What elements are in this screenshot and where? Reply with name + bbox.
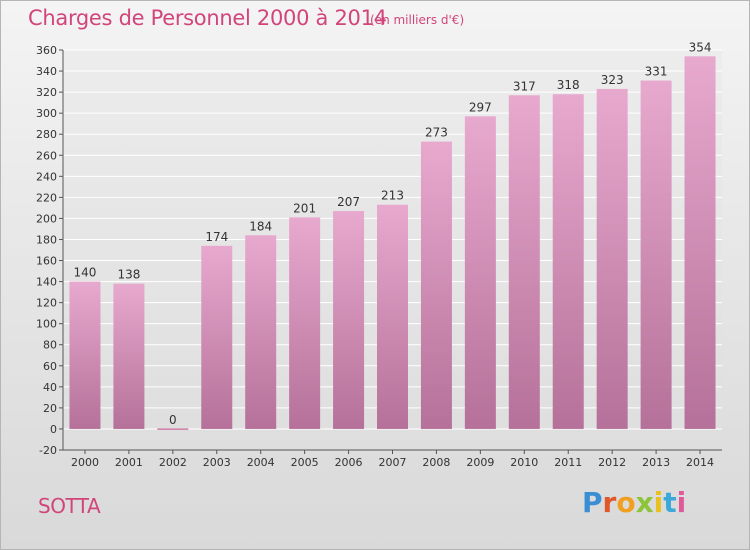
y-tick-label: 180: [36, 233, 57, 246]
value-labels: 140 138 0 174 184 201 207 213 273 297 317 318 323 331…: [74, 40, 712, 427]
x-tick-label: 2002: [159, 456, 187, 469]
value-label: 184: [249, 219, 272, 233]
bar: [596, 88, 628, 429]
value-label: 318: [557, 78, 580, 92]
x-tick-label: 2012: [598, 456, 626, 469]
x-tick-labels: 2000 2001 2002 2003 2004 2005 2006 2007 2008 2009…: [71, 456, 714, 469]
chart-subtitle: (en milliers d'€): [370, 13, 465, 27]
y-tick-label: 80: [43, 339, 57, 352]
y-tick-label: 160: [36, 255, 57, 268]
bar: [464, 116, 496, 429]
bar: [508, 95, 540, 429]
value-label: 138: [117, 268, 140, 282]
x-tick-label: 2009: [466, 456, 494, 469]
y-tick-label: 200: [36, 212, 57, 225]
y-tick-label: 140: [36, 276, 57, 289]
x-tick-label: 2010: [510, 456, 538, 469]
bars: [69, 56, 716, 430]
bar: [552, 94, 584, 429]
y-tick-label: 320: [36, 86, 57, 99]
value-label: 0: [169, 413, 177, 427]
logo-letter: x: [635, 486, 654, 519]
logo-letter: t: [663, 486, 677, 519]
chart-title: Charges de Personnel 2000 à 2014: [28, 6, 387, 30]
bar: [420, 141, 452, 429]
y-tick-label: 260: [36, 149, 57, 162]
x-tick-label: 2000: [71, 456, 99, 469]
x-tick-label: 2005: [291, 456, 319, 469]
x-tick-label: 2003: [203, 456, 231, 469]
bar: [157, 428, 189, 430]
value-label: 354: [689, 40, 712, 54]
logo-letter: i: [676, 486, 687, 519]
y-tick-label: 120: [36, 297, 57, 310]
y-tick-label: 40: [43, 381, 57, 394]
y-tick-label: 240: [36, 170, 57, 183]
bar: [640, 80, 672, 429]
x-tick-label: 2013: [642, 456, 670, 469]
logo-letter: P: [582, 486, 603, 519]
value-label: 207: [337, 195, 360, 209]
logo-letter: i: [653, 486, 664, 519]
value-label: 273: [425, 126, 448, 140]
x-tick-label: 2011: [554, 456, 582, 469]
y-tick-label: 280: [36, 128, 57, 141]
bar: [201, 245, 233, 429]
value-label: 174: [205, 230, 228, 244]
bar: [333, 211, 365, 429]
bar: [113, 283, 145, 429]
y-tick-label: 20: [43, 402, 57, 415]
value-label: 323: [601, 73, 624, 87]
value-label: 317: [513, 79, 536, 93]
x-tick-label: 2004: [247, 456, 275, 469]
value-label: 201: [293, 201, 316, 215]
value-label: 140: [74, 266, 97, 280]
x-tick-label: 2008: [422, 456, 450, 469]
bar: [377, 204, 408, 429]
x-tick-label: 2001: [115, 456, 143, 469]
y-tick-label: 0: [50, 423, 57, 436]
commune-name: SOTTA: [38, 494, 101, 518]
x-tick-label: 2006: [335, 456, 363, 469]
y-tick-label: -20: [39, 444, 57, 457]
x-tick-label: 2007: [379, 456, 407, 469]
y-tick-label: 60: [43, 360, 57, 373]
y-tick-label: 340: [36, 65, 57, 78]
y-tick-label: 360: [36, 44, 57, 57]
value-label: 331: [645, 65, 668, 79]
proxiti-logo: Proxiti: [582, 486, 686, 519]
logo-letter: o: [616, 486, 636, 519]
axes: [59, 49, 722, 454]
y-tick-labels: -20 0 20 40 60 80 100 120 140 160 180 200 220 240 260 2…: [36, 44, 57, 457]
bar: [245, 235, 277, 429]
value-label: 297: [469, 100, 492, 114]
bar: [684, 56, 716, 429]
y-tick-label: 300: [36, 107, 57, 120]
logo-letter: r: [602, 486, 617, 519]
bar: [69, 281, 101, 429]
value-label: 213: [381, 189, 404, 203]
bar: [289, 217, 321, 429]
y-tick-label: 100: [36, 318, 57, 331]
x-tick-label: 2014: [686, 456, 714, 469]
y-tick-label: 220: [36, 191, 57, 204]
